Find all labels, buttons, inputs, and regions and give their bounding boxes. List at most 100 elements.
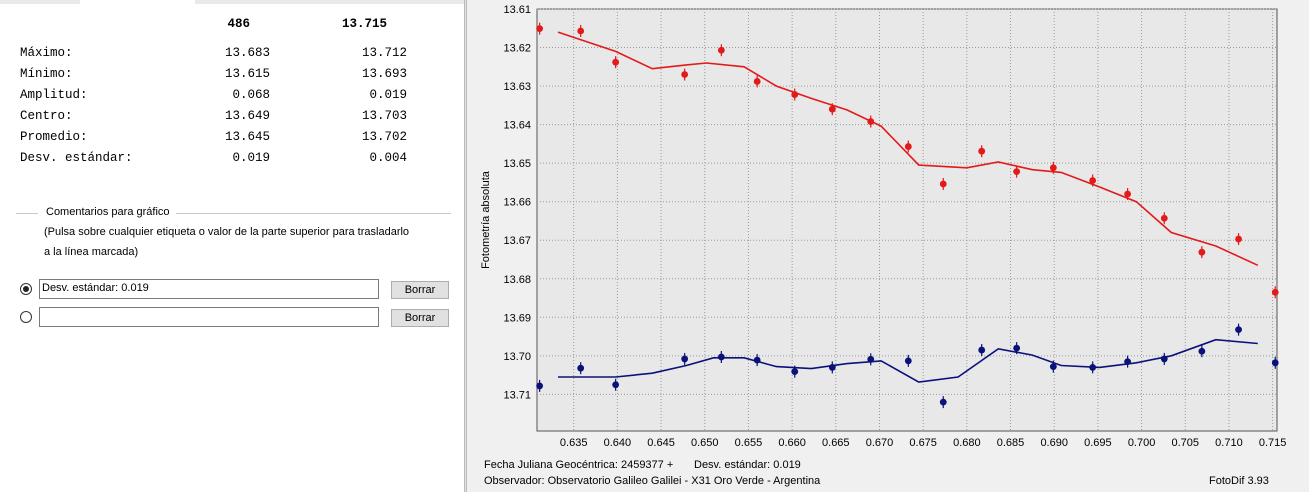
- chart-stddev-label: Desv. estándar: 0.019: [694, 459, 801, 471]
- x-tick-label: 0.710: [1215, 437, 1243, 449]
- data-point: [828, 364, 836, 371]
- tab-selected[interactable]: [80, 0, 195, 5]
- data-point: [577, 364, 585, 372]
- x-tick-label: 0.645: [647, 437, 675, 449]
- x-tick-label: 0.715: [1259, 437, 1287, 449]
- comment-line-2-radio[interactable]: [20, 311, 32, 323]
- x-tick-label: 0.695: [1084, 437, 1112, 449]
- y-axis: 13.61 13.62 13.63 13.64 13.65 13.66 13.67 13.68…: [503, 4, 531, 401]
- stat-label[interactable]: Centro:: [20, 109, 73, 123]
- stat-value-1[interactable]: 13.615: [224, 67, 270, 81]
- data-point: [753, 78, 761, 85]
- data-point: [978, 147, 986, 155]
- data-point: [939, 180, 947, 188]
- data-point: [717, 353, 725, 361]
- y-tick-label: 13.68: [503, 274, 531, 286]
- comment-line-2-field[interactable]: [39, 307, 379, 327]
- data-point: [1049, 164, 1057, 172]
- x-tick-label: 0.650: [691, 437, 719, 449]
- stat-value-2[interactable]: 0.019: [369, 88, 407, 102]
- stat-label[interactable]: Amplitud:: [20, 88, 88, 102]
- stat-value-1[interactable]: 13.645: [224, 130, 270, 144]
- splitter[interactable]: [464, 0, 467, 492]
- x-tick-label: 0.690: [1040, 437, 1068, 449]
- col-header-2[interactable]: 13.715: [341, 17, 387, 31]
- y-axis-label: Fotometría absoluta: [480, 170, 492, 269]
- stat-label[interactable]: Promedio:: [20, 130, 88, 144]
- data-point: [1198, 347, 1206, 355]
- stat-label[interactable]: Máximo:: [20, 46, 73, 60]
- stat-value-2[interactable]: 13.702: [361, 130, 407, 144]
- data-point: [978, 346, 986, 354]
- stat-value-2[interactable]: 13.712: [361, 46, 407, 60]
- data-point: [753, 356, 761, 364]
- x-tick-label: 0.675: [909, 437, 937, 449]
- observer-label: Observador: Observatorio Galileo Galilei…: [484, 475, 821, 487]
- data-point: [1124, 190, 1132, 198]
- data-point: [1013, 168, 1021, 176]
- x-tick-label: 0.685: [997, 437, 1025, 449]
- x-tick-label: 0.660: [778, 437, 806, 449]
- x-tick-label: 0.640: [604, 437, 632, 449]
- data-point: [939, 398, 947, 406]
- x-tick-label: 0.655: [735, 437, 763, 449]
- x-tick-label: 0.635: [560, 437, 588, 449]
- comments-help-text: a la línea marcada): [44, 246, 139, 258]
- data-point: [612, 381, 620, 389]
- comment-line-2-delete-button[interactable]: Borrar: [391, 309, 449, 327]
- app-version-label: FotoDif 3.93: [1209, 475, 1269, 487]
- series-fit-line: [557, 31, 1259, 267]
- data-point: [791, 91, 799, 98]
- y-tick-label: 13.71: [503, 389, 531, 401]
- stat-label[interactable]: Mínimo:: [20, 67, 73, 81]
- data-point: [867, 355, 875, 363]
- y-tick-label: 13.70: [503, 351, 531, 363]
- comment-line-1-field[interactable]: Desv. estándar: 0.019: [39, 279, 379, 299]
- comment-line-1-radio[interactable]: [20, 283, 32, 295]
- y-tick-label: 13.63: [503, 81, 531, 93]
- chart-panel: 13.61 13.62 13.63 13.64 13.65 13.66 13.67 13.68…: [467, 0, 1309, 492]
- data-point: [904, 357, 912, 365]
- grid: [537, 8, 1277, 431]
- series-group: [536, 22, 1279, 409]
- y-tick-label: 13.67: [503, 235, 531, 247]
- group-border: [16, 213, 38, 214]
- stat-value-2[interactable]: 13.703: [361, 109, 407, 123]
- comment-line-1-delete-button[interactable]: Borrar: [391, 281, 449, 299]
- y-tick-label: 13.62: [503, 43, 531, 55]
- data-point: [867, 118, 875, 125]
- data-point: [1160, 355, 1168, 363]
- stat-value-1[interactable]: 13.683: [224, 46, 270, 60]
- data-point: [1235, 326, 1242, 334]
- julian-date-label: Fecha Juliana Geocéntrica: 2459377 +: [484, 459, 674, 471]
- y-tick-label: 13.65: [503, 158, 531, 170]
- light-curve-chart: 13.61 13.62 13.63 13.64 13.65 13.66 13.67 13.68…: [480, 4, 1287, 449]
- data-point: [681, 71, 689, 78]
- data-point: [1198, 248, 1206, 256]
- x-tick-label: 0.700: [1128, 437, 1156, 449]
- tab-strip: [0, 0, 464, 4]
- col-header-1[interactable]: 486: [227, 17, 250, 31]
- stat-label[interactable]: Desv. estándar:: [20, 151, 133, 165]
- stat-value-1[interactable]: 0.019: [232, 151, 270, 165]
- data-point: [536, 25, 544, 33]
- x-tick-label: 0.680: [953, 437, 981, 449]
- stat-value-2[interactable]: 0.004: [369, 151, 407, 165]
- group-border: [176, 213, 451, 214]
- comments-help-text: (Pulsa sobre cualquier etiqueta o valor …: [44, 226, 410, 238]
- data-point: [1089, 177, 1097, 184]
- stat-value-1[interactable]: 0.068: [232, 88, 270, 102]
- x-tick-label: 0.665: [822, 437, 850, 449]
- stat-value-2[interactable]: 13.693: [361, 67, 407, 81]
- data-point: [681, 355, 689, 363]
- y-tick-label: 13.61: [503, 4, 531, 16]
- data-point: [1013, 344, 1021, 352]
- data-point: [1271, 288, 1279, 296]
- data-point: [577, 27, 585, 35]
- stat-value-1[interactable]: 13.649: [224, 109, 270, 123]
- data-point: [1049, 363, 1057, 371]
- x-tick-label: 0.670: [866, 437, 894, 449]
- stats-panel: 486 13.715 Máximo: 13.683 13.712 Mínimo:…: [0, 0, 464, 492]
- y-tick-label: 13.64: [503, 120, 531, 132]
- stat-row-max: Máximo: 13.683 13.712: [20, 46, 407, 62]
